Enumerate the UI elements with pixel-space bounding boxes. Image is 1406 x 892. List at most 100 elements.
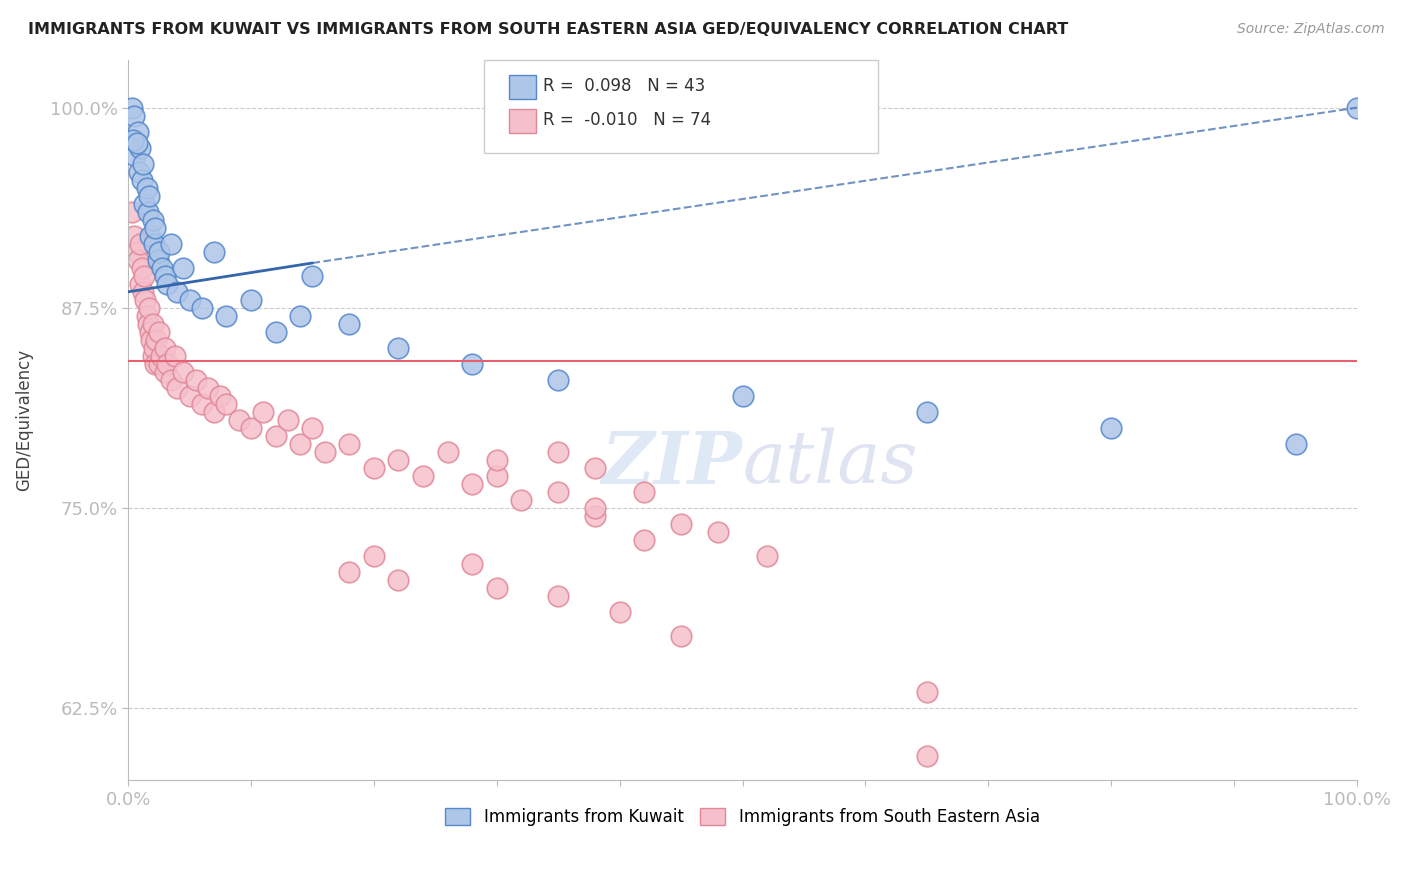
- FancyBboxPatch shape: [485, 60, 877, 153]
- Point: [156, 357, 179, 371]
- Point: [122, 109, 145, 123]
- Point: [127, 252, 149, 267]
- Point: [252, 405, 274, 419]
- Point: [145, 333, 167, 347]
- Point: [240, 421, 263, 435]
- Point: [121, 204, 143, 219]
- Point: [202, 405, 225, 419]
- Point: [124, 149, 146, 163]
- Point: [547, 445, 569, 459]
- Point: [547, 589, 569, 603]
- Point: [146, 252, 169, 267]
- Point: [135, 309, 157, 323]
- Point: [240, 293, 263, 307]
- Point: [184, 373, 207, 387]
- Point: [264, 325, 287, 339]
- Point: [547, 485, 569, 500]
- Point: [288, 437, 311, 451]
- Point: [387, 341, 409, 355]
- Point: [148, 244, 170, 259]
- Point: [136, 204, 159, 219]
- Point: [134, 293, 156, 307]
- Point: [156, 277, 179, 291]
- Point: [337, 437, 360, 451]
- Point: [143, 220, 166, 235]
- Point: [142, 349, 165, 363]
- Point: [132, 268, 155, 283]
- Point: [633, 533, 655, 547]
- Point: [363, 549, 385, 563]
- Point: [510, 493, 533, 508]
- Point: [583, 461, 606, 475]
- Point: [148, 357, 170, 371]
- Point: [125, 136, 148, 150]
- Point: [756, 549, 779, 563]
- Point: [152, 260, 174, 275]
- Point: [121, 101, 143, 115]
- Point: [131, 260, 153, 275]
- Point: [461, 477, 484, 491]
- Point: [314, 445, 336, 459]
- Point: [215, 309, 238, 323]
- Text: Source: ZipAtlas.com: Source: ZipAtlas.com: [1237, 22, 1385, 37]
- Point: [387, 573, 409, 587]
- Point: [485, 469, 508, 483]
- Point: [153, 365, 176, 379]
- Point: [288, 309, 311, 323]
- Point: [1284, 437, 1306, 451]
- Point: [277, 413, 299, 427]
- Point: [264, 429, 287, 443]
- Point: [138, 301, 160, 315]
- Text: R =  -0.010   N = 74: R = -0.010 N = 74: [544, 112, 711, 129]
- Text: atlas: atlas: [742, 428, 918, 499]
- Point: [707, 524, 730, 539]
- Point: [122, 133, 145, 147]
- Point: [128, 164, 150, 178]
- Point: [160, 373, 183, 387]
- Bar: [509, 75, 536, 99]
- Point: [125, 244, 148, 259]
- Point: [228, 413, 250, 427]
- Point: [143, 357, 166, 371]
- Point: [166, 285, 188, 299]
- Point: [142, 236, 165, 251]
- Point: [166, 381, 188, 395]
- Point: [1099, 421, 1122, 435]
- Point: [127, 125, 149, 139]
- Point: [202, 244, 225, 259]
- Text: R =  0.098   N = 43: R = 0.098 N = 43: [544, 78, 706, 95]
- Point: [669, 517, 692, 532]
- Point: [412, 469, 434, 483]
- Point: [141, 333, 163, 347]
- Point: [163, 349, 186, 363]
- Point: [485, 581, 508, 595]
- Point: [215, 397, 238, 411]
- Point: [160, 236, 183, 251]
- Bar: [509, 109, 536, 133]
- Point: [461, 557, 484, 571]
- Point: [142, 212, 165, 227]
- Point: [139, 325, 162, 339]
- Point: [547, 373, 569, 387]
- Point: [142, 317, 165, 331]
- Point: [132, 285, 155, 299]
- Point: [387, 453, 409, 467]
- Point: [172, 365, 194, 379]
- Point: [179, 293, 201, 307]
- Point: [179, 389, 201, 403]
- Point: [153, 268, 176, 283]
- Point: [132, 157, 155, 171]
- Point: [148, 325, 170, 339]
- Point: [129, 236, 152, 251]
- Y-axis label: GED/Equivalency: GED/Equivalency: [15, 349, 32, 491]
- Point: [122, 228, 145, 243]
- Point: [142, 341, 165, 355]
- Point: [209, 389, 232, 403]
- Point: [915, 685, 938, 699]
- Point: [138, 188, 160, 202]
- Point: [609, 605, 631, 619]
- Point: [135, 180, 157, 194]
- Point: [301, 421, 323, 435]
- Point: [915, 405, 938, 419]
- Point: [191, 301, 214, 315]
